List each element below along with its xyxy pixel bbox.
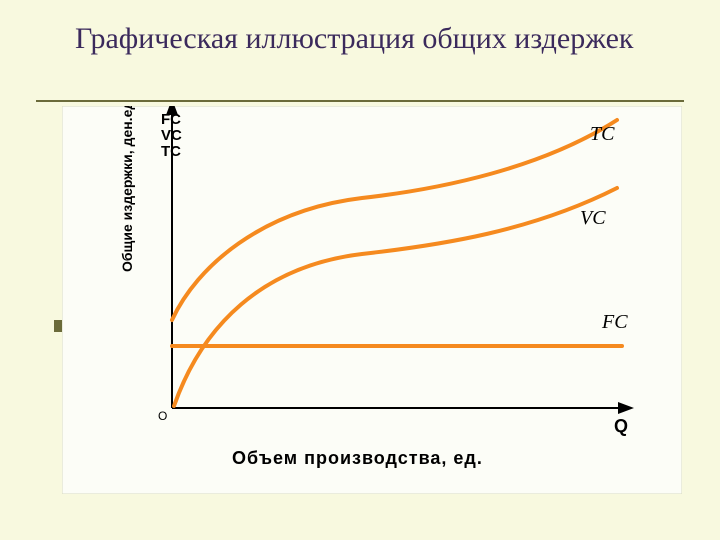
x-var-label: Q (614, 416, 628, 436)
cost-chart: FCVCTCFCVCTCОбщие издержки, ден.ед.OQОбъ… (62, 106, 682, 494)
y-stack-label: VC (161, 127, 182, 144)
origin-label: O (158, 409, 167, 423)
y-stack-label: TC (161, 143, 181, 160)
curve-label-vc: VC (580, 207, 606, 229)
page-title: Графическая иллюстрация общих издержек (75, 20, 633, 58)
y-stack-label: FC (161, 111, 181, 128)
curve-label-fc: FC (601, 311, 628, 333)
curve-label-tc: TC (590, 123, 615, 145)
slide: Графическая иллюстрация общих издержек F… (0, 0, 720, 540)
y-axis-label: Общие издержки, ден.ед. (119, 106, 135, 272)
title-underline (36, 100, 684, 102)
cost-chart-svg: FCVCTCFCVCTCОбщие издержки, ден.ед.OQОбъ… (62, 106, 682, 494)
x-axis-label: Объем производства, ед. (232, 448, 483, 468)
